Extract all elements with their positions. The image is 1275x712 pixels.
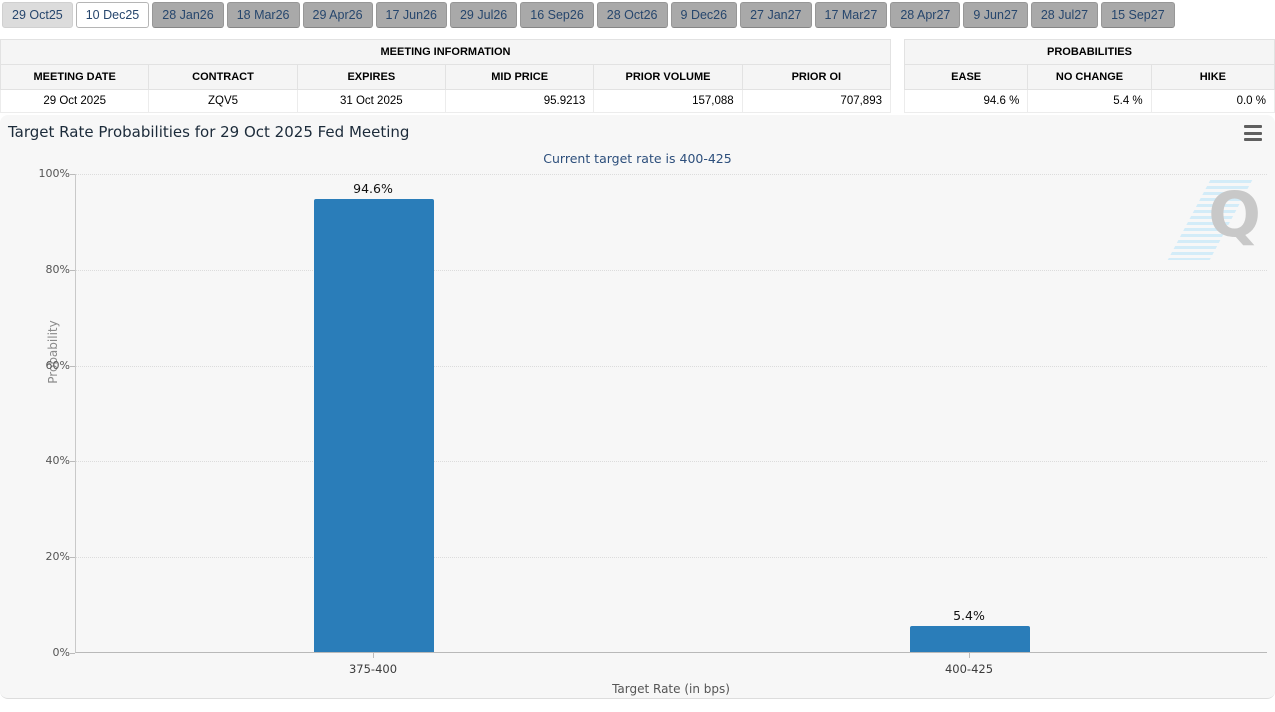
tab-meeting-28-apr27[interactable]: 28 Apr27 [890, 2, 961, 28]
y-tick-60% [70, 365, 75, 367]
probabilities-header-1: NO CHANGE [1027, 64, 1152, 90]
y-tick-label-60%: 60% [45, 358, 70, 372]
y-tick-label-20%: 20% [45, 550, 70, 564]
probabilities-title: PROBABILITIES [904, 39, 1275, 65]
bar-400-425[interactable] [910, 626, 1030, 652]
probabilities-cell-0: 94.6 % [903, 89, 1029, 113]
y-tick-label-40%: 40% [45, 454, 70, 468]
hamburger-menu-icon[interactable] [1244, 125, 1262, 141]
y-tick-40% [70, 461, 75, 463]
bar-value-400-425: 5.4% [953, 608, 985, 624]
meeting-date-tabbar: 29 Oct25 10 Dec25 28 Jan26 18 Mar26 29 Apr26… [0, 0, 1275, 28]
meeting-info-header-5: PRIOR OI [741, 64, 892, 90]
x-tick-label-400-425: 400-425 [944, 662, 994, 676]
probabilities-header-0: EASE [903, 64, 1029, 90]
tab-meeting-17-jun26[interactable]: 17 Jun26 [375, 2, 447, 28]
probabilities-header-row: EASE NO CHANGE HIKE [903, 64, 1275, 90]
meeting-info-header-1: CONTRACT [148, 64, 298, 90]
tab-meeting-28-oct26[interactable]: 28 Oct26 [596, 2, 668, 28]
meeting-info-header-3: MID PRICE [444, 64, 595, 90]
x-axis-title: Target Rate (in bps) [612, 682, 730, 696]
tab-meeting-27-jan27[interactable]: 27 Jan27 [740, 2, 812, 28]
y-tick-label-80%: 80% [45, 262, 70, 276]
y-tick-100% [70, 174, 75, 175]
probabilities-cell-1: 5.4 % [1027, 89, 1152, 113]
gridline-100% [76, 174, 1267, 175]
gridline-40% [76, 461, 1267, 463]
tab-meeting-28-jan26[interactable]: 28 Jan26 [152, 2, 224, 28]
tab-meeting-10-dec25[interactable]: 10 Dec25 [75, 2, 150, 28]
meeting-information-title: MEETING INFORMATION [0, 39, 891, 65]
tab-meeting-29-jul26[interactable]: 29 Jul26 [449, 2, 518, 28]
tab-meeting-16-sep26[interactable]: 16 Sep26 [520, 2, 594, 28]
fedwatch-chart-panel: Target Rate Probabilities for 29 Oct 202… [0, 115, 1275, 699]
gridline-60% [76, 365, 1267, 367]
meeting-info-header-0: MEETING DATE [0, 64, 150, 90]
tab-meeting-29-oct25[interactable]: 29 Oct25 [2, 2, 73, 28]
probabilities-header-2: HIKE [1150, 64, 1275, 90]
x-tick-label-375-400: 375-400 [348, 662, 398, 676]
meeting-information-header-row: MEETING DATE CONTRACT EXPIRES MID PRICE PRIO… [0, 64, 892, 90]
meeting-info-header-4: PRIOR VOLUME [593, 64, 743, 90]
y-tick-80% [70, 269, 75, 271]
tab-meeting-18-mar26[interactable]: 18 Mar26 [226, 2, 300, 28]
meeting-info-cell-5: 707,893 [741, 89, 892, 113]
probabilities-cell-2: 0.0 % [1150, 89, 1275, 113]
meeting-information-table: MEETING INFORMATION MEETING DATE CONTRACT… [0, 39, 892, 113]
bar-value-375-400: 94.6% [353, 180, 393, 196]
probabilities-data-row: 94.6 % 5.4 % 0.0 % [903, 89, 1275, 113]
meeting-information-data-row: 29 Oct 2025 ZQV5 31 Oct 2025 95.9213 157,088… [0, 89, 892, 113]
plot-area [75, 174, 1267, 653]
tab-meeting-28-jul27[interactable]: 28 Jul27 [1030, 2, 1099, 28]
y-tick-0% [70, 653, 75, 654]
meeting-info-cell-3: 95.9213 [444, 89, 595, 113]
gridline-80% [76, 269, 1267, 271]
tab-meeting-15-sep27[interactable]: 15 Sep27 [1101, 2, 1175, 28]
y-tick-20% [70, 557, 75, 559]
x-tick-375-400 [373, 653, 374, 658]
tab-meeting-17-mar27[interactable]: 17 Mar27 [814, 2, 888, 28]
meeting-info-header-2: EXPIRES [296, 64, 446, 90]
meeting-info-cell-1: ZQV5 [148, 89, 298, 113]
meeting-info-cell-2: 31 Oct 2025 [296, 89, 446, 113]
y-tick-label-100%: 100% [38, 167, 70, 180]
tab-meeting-9-jun27[interactable]: 9 Jun27 [963, 2, 1028, 28]
tab-meeting-29-apr26[interactable]: 29 Apr26 [302, 2, 373, 28]
y-tick-label-0%: 0% [52, 646, 70, 659]
summary-tables: MEETING INFORMATION MEETING DATE CONTRACT… [0, 39, 1275, 113]
gridline-20% [76, 557, 1267, 559]
bar-375-400[interactable] [314, 198, 434, 652]
chart-subtitle: Current target rate is 400-425 [543, 151, 732, 166]
tab-meeting-9-dec26[interactable]: 9 Dec26 [670, 2, 738, 28]
y-axis-title: Probability [46, 320, 60, 384]
chart-title: Target Rate Probabilities for 29 Oct 202… [8, 123, 410, 141]
x-tick-400-425 [969, 653, 970, 658]
probabilities-table: PROBABILITIES EASE NO CHANGE HIKE 94.6 % 5.… [903, 39, 1275, 113]
meeting-info-cell-4: 157,088 [593, 89, 743, 113]
meeting-info-cell-0: 29 Oct 2025 [0, 89, 150, 113]
